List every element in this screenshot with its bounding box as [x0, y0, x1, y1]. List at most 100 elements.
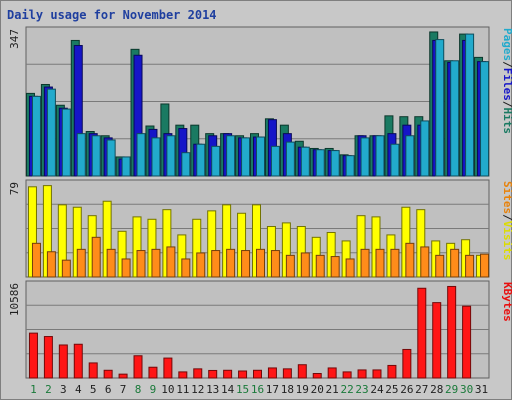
bar-kbytes-day-16 — [253, 369, 262, 379]
x-tick-label-6: 6 — [105, 383, 112, 396]
x-tick-label-15: 15 — [236, 383, 249, 396]
bar-kbytes-day-27 — [417, 287, 427, 379]
x-tick-label-16: 16 — [251, 383, 264, 396]
x-tick-label-7: 7 — [120, 383, 127, 396]
bar-sites-day-22 — [345, 258, 355, 278]
bar-sites-day-15 — [241, 250, 251, 278]
bar-pages-day-17 — [270, 145, 280, 177]
x-tick-label-31: 31 — [475, 383, 488, 396]
bar-sites-day-6 — [106, 248, 116, 278]
x-tick-label-30: 30 — [460, 383, 473, 396]
bar-sites-day-30 — [465, 254, 475, 278]
bar-kbytes-day-11 — [178, 371, 188, 379]
x-tick-label-21: 21 — [326, 383, 339, 396]
bar-pages-day-7 — [121, 156, 131, 177]
bar-sites-day-7 — [121, 258, 131, 278]
bar-pages-day-11 — [181, 152, 191, 177]
bar-sites-day-13 — [211, 250, 221, 278]
bar-pages-day-5 — [91, 135, 101, 177]
bar-sites-day-18 — [285, 254, 295, 278]
bar-kbytes-day-29 — [447, 285, 457, 379]
y-max-label: 347 — [8, 29, 21, 49]
x-tick-label-18: 18 — [281, 383, 294, 396]
x-tick-label-23: 23 — [355, 383, 368, 396]
bar-pages-day-2 — [46, 88, 56, 177]
bar-pages-day-4 — [76, 133, 86, 177]
bar-pages-day-9 — [151, 137, 161, 177]
x-tick-label-25: 25 — [385, 383, 398, 396]
bar-pages-day-6 — [106, 139, 116, 177]
x-tick-label-20: 20 — [311, 383, 324, 396]
x-tick-label-9: 9 — [150, 383, 157, 396]
bar-sites-day-8 — [136, 250, 146, 278]
bar-sites-day-11 — [181, 258, 191, 278]
series-side-label: Sites/Visits — [501, 181, 512, 261]
bar-kbytes-day-4 — [73, 343, 83, 379]
side-label-part: / — [501, 214, 512, 221]
bar-kbytes-day-21 — [327, 367, 337, 379]
x-tick-label-4: 4 — [75, 383, 82, 396]
y-max-label: 79 — [8, 182, 21, 195]
bar-kbytes-day-19 — [297, 364, 307, 379]
bar-pages-day-30 — [465, 33, 475, 177]
bar-sites-day-24 — [375, 248, 385, 278]
panel-visits-sites: 79 Sites/Visits — [8, 179, 512, 278]
x-tick-label-24: 24 — [370, 383, 384, 396]
bar-pages-day-28 — [435, 39, 445, 177]
bar-pages-day-15 — [241, 137, 251, 177]
bar-pages-day-16 — [256, 136, 265, 177]
bar-sites-day-31 — [480, 253, 490, 278]
x-tick-label-13: 13 — [206, 383, 219, 396]
side-label-part: / — [501, 61, 512, 68]
bar-pages-day-29 — [450, 60, 460, 177]
x-tick-label-19: 19 — [296, 383, 309, 396]
bar-kbytes-day-7 — [118, 373, 128, 379]
x-axis-labels: 1 2 3 4 5 6 7 8 9 10 11 12 13 14 15 16 17 18 19 20 21 22 23 24 2… — [30, 383, 488, 396]
x-tick-label-8: 8 — [135, 383, 142, 396]
bar-sites-day-20 — [315, 254, 325, 278]
bar-kbytes-day-14 — [223, 369, 233, 379]
bar-pages-day-13 — [211, 145, 221, 177]
bar-pages-day-24 — [375, 135, 385, 177]
bar-sites-day-5 — [91, 236, 101, 278]
bar-kbytes-day-2 — [43, 336, 53, 379]
chart-title: Daily usage for November 2014 — [7, 8, 217, 22]
bar-kbytes-day-15 — [238, 370, 248, 379]
bar-kbytes-day-8 — [133, 355, 143, 379]
bar-kbytes-day-1 — [28, 332, 38, 379]
bar-kbytes-day-23 — [357, 369, 367, 379]
bar-pages-day-31 — [480, 61, 490, 177]
bar-sites-day-12 — [196, 252, 206, 278]
side-label-part: Visits — [501, 221, 512, 261]
bar-kbytes-day-24 — [372, 369, 382, 379]
bar-kbytes-day-9 — [148, 366, 158, 379]
bar-pages-day-25 — [390, 143, 400, 177]
bar-pages-day-10 — [166, 135, 176, 177]
side-label-part: Sites — [501, 181, 512, 214]
bar-sites-day-27 — [420, 246, 430, 278]
side-label-part: KBytes — [501, 282, 512, 322]
panel-hits-files-pages: 347 Pages/Files/Hits — [8, 26, 512, 177]
bar-kbytes-day-6 — [103, 369, 113, 379]
bar-kbytes-day-18 — [282, 368, 292, 379]
x-tick-label-14: 14 — [221, 383, 235, 396]
side-label-part: Pages — [501, 28, 512, 61]
bar-sites-day-17 — [270, 250, 280, 278]
x-tick-label-28: 28 — [430, 383, 443, 396]
bar-sites-day-1 — [31, 242, 41, 278]
bar-sites-day-2 — [46, 251, 56, 278]
bar-sites-day-14 — [226, 248, 236, 278]
bar-pages-day-18 — [285, 141, 295, 177]
bar-kbytes-day-26 — [402, 348, 412, 379]
bar-sites-day-21 — [330, 256, 340, 278]
bar-kbytes-day-12 — [193, 368, 203, 379]
bar-kbytes-day-25 — [387, 364, 397, 379]
series-side-label: Pages/Files/Hits — [501, 28, 512, 134]
bar-pages-day-19 — [300, 146, 310, 177]
side-label-part: Files — [501, 68, 512, 101]
bar-pages-day-23 — [360, 137, 370, 177]
bar-sites-day-23 — [360, 248, 370, 278]
panel-kbytes: 10586 KBytes — [8, 280, 512, 379]
x-tick-label-17: 17 — [266, 383, 279, 396]
